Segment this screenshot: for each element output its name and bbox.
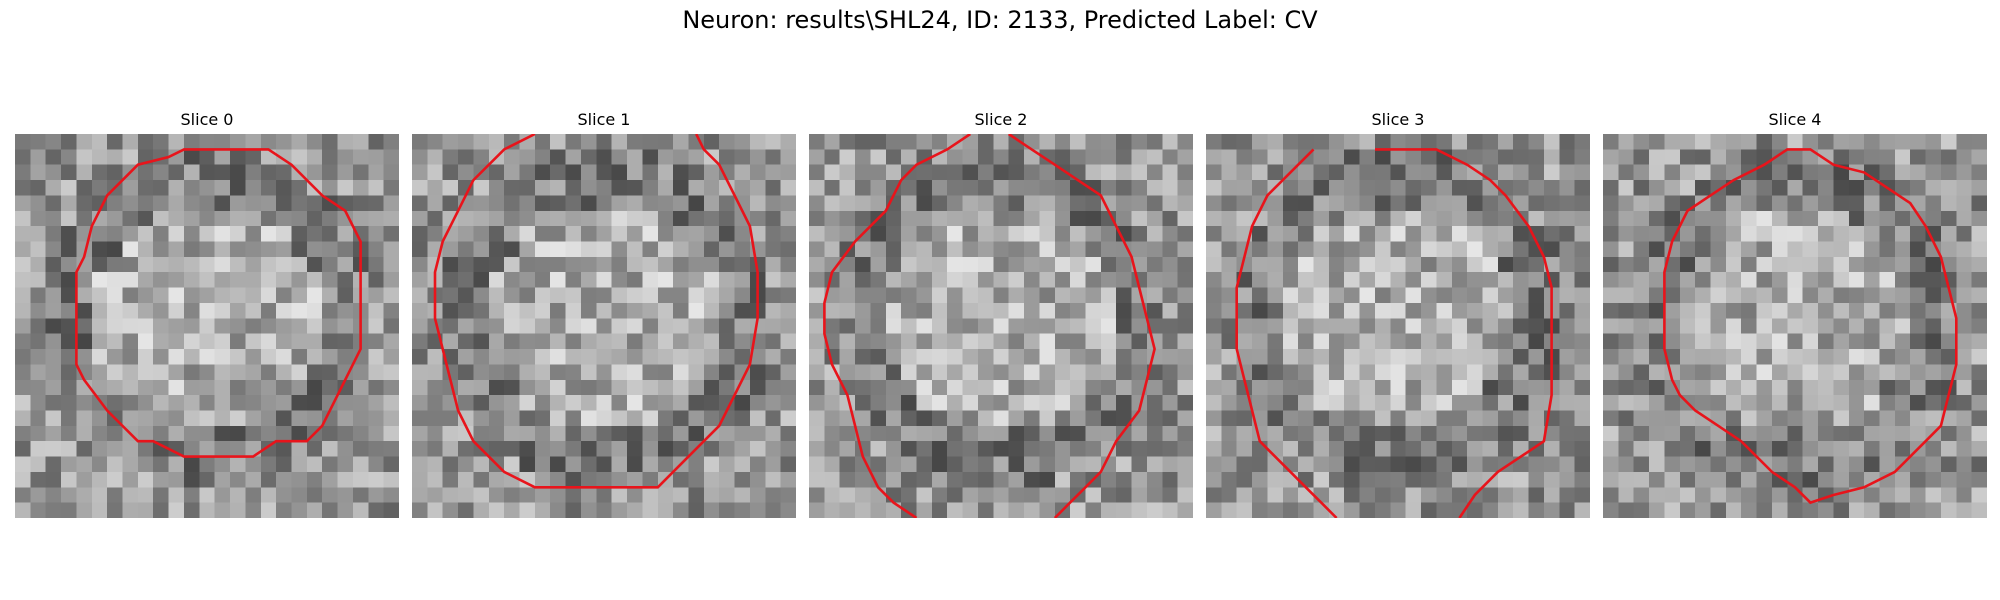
slice-title: Slice 0 [180, 110, 234, 129]
slice-image [412, 134, 796, 518]
slice-image [809, 134, 1193, 518]
slice-image [15, 134, 399, 518]
slice-image [1206, 134, 1590, 518]
slice-title: Slice 2 [974, 110, 1028, 129]
segmentation-contour [1007, 134, 1156, 518]
segmentation-contour [1235, 148, 1338, 518]
slice-title: Slice 4 [1768, 110, 1822, 129]
figure-title: Neuron: results\SHL24, ID: 2133, Predict… [682, 6, 1318, 34]
slice-title: Slice 1 [577, 110, 631, 129]
segmentation-contour [1663, 148, 1958, 505]
segmentation-contour [75, 148, 362, 458]
segmentation-contour [1375, 148, 1553, 518]
slice-image [1603, 134, 1987, 518]
segmentation-contour [823, 134, 972, 518]
segmentation-contour [433, 134, 759, 489]
slice-title: Slice 3 [1371, 110, 1425, 129]
